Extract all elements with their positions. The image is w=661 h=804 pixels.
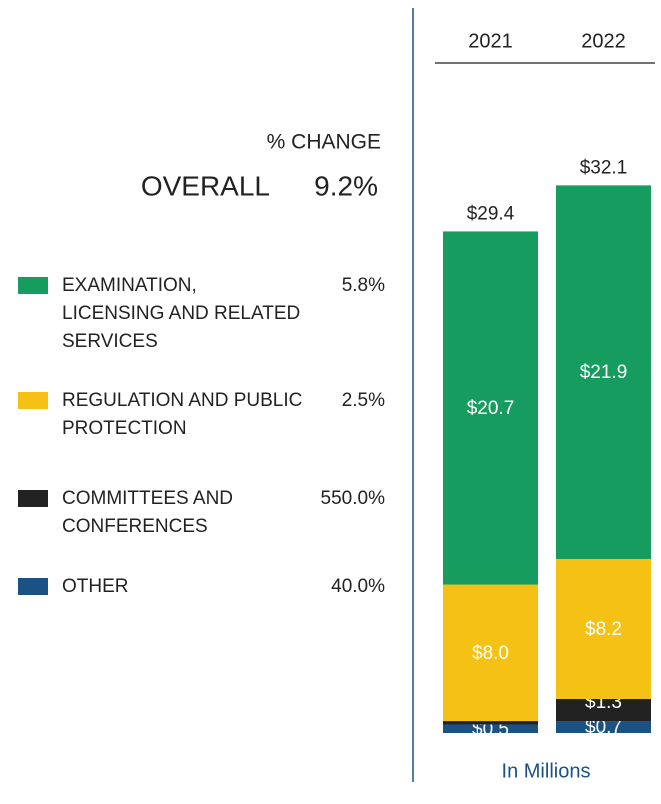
legend-swatch	[18, 392, 48, 409]
bar-segment	[443, 724, 538, 733]
total-label: $29.4	[467, 203, 515, 224]
change-heading: % CHANGE	[267, 131, 381, 154]
overall-change: 9.2%	[314, 170, 378, 201]
legend-swatch	[18, 490, 48, 507]
value-label: $21.9	[580, 362, 628, 383]
bar-segment	[556, 721, 651, 733]
legend-swatch	[18, 578, 48, 595]
bar-segment	[556, 698, 651, 722]
bar-segment	[443, 584, 538, 722]
legend-label: EXAMINATION, LICENSING AND RELATED SERVI…	[62, 275, 301, 352]
note: In Millions	[502, 760, 591, 782]
category-label: 2021	[468, 30, 513, 52]
legend-label: REGULATION AND PUBLIC PROTECTION	[62, 390, 303, 439]
legend-change: 40.0%	[331, 576, 385, 597]
legend-change: 2.5%	[341, 390, 385, 411]
value-label: $20.7	[467, 398, 515, 419]
overall-label: OVERALL	[141, 170, 270, 201]
total-label: $32.1	[580, 157, 628, 178]
bar-segment	[443, 721, 538, 725]
bar-segment	[556, 558, 651, 699]
legend-label: OTHER	[62, 576, 129, 597]
value-label: $8.0	[472, 643, 509, 664]
bar-segment	[443, 231, 538, 585]
bar-segment	[556, 185, 651, 559]
legend-swatch	[18, 277, 48, 294]
legend-change: 5.8%	[341, 275, 385, 296]
legend-label: COMMITTEES AND CONFERENCES	[62, 488, 234, 537]
value-label: $0.7	[585, 717, 622, 738]
value-label: $8.2	[585, 619, 622, 640]
category-label: 2022	[581, 30, 626, 52]
legend-change: 550.0%	[320, 488, 385, 509]
